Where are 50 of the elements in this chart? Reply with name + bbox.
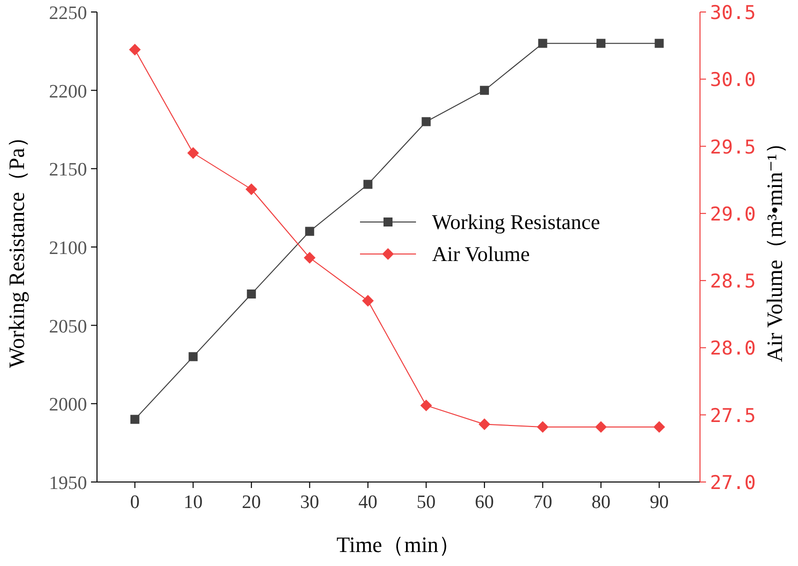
- x-tick-label: 60: [474, 492, 494, 513]
- y-tick-label: 1950: [49, 473, 87, 494]
- y-tick-label: 2250: [49, 3, 87, 24]
- point: [246, 290, 256, 298]
- point: [596, 38, 606, 48]
- y-axis-title: Working Resistance（Pa）: [4, 126, 29, 368]
- point: [246, 183, 258, 196]
- point: [362, 294, 374, 307]
- point: [305, 226, 314, 236]
- point: [538, 38, 548, 48]
- x-tick-label: 0: [130, 492, 140, 513]
- y-tick-label: 2200: [49, 81, 87, 102]
- x-tick-label: 90: [650, 492, 669, 513]
- x-tick-label: 50: [416, 492, 436, 513]
- x-tick-label: 20: [242, 492, 261, 513]
- point: [422, 117, 431, 126]
- point: [420, 400, 432, 412]
- y2-tick-label: 29.0: [710, 203, 756, 226]
- y2-tick-label: 29.5: [710, 136, 756, 158]
- point: [304, 252, 316, 264]
- y-tick-label: 2100: [49, 238, 87, 259]
- point: [187, 147, 199, 159]
- x-tick-label: 70: [533, 492, 552, 513]
- point: [129, 44, 141, 56]
- x-axis-title: Time（min）: [336, 532, 460, 557]
- legend-label: Working Resistance: [432, 210, 600, 234]
- y2-tick-label: 30.0: [710, 69, 756, 92]
- x-tick-label: 30: [300, 492, 320, 513]
- x-tick-label: 10: [184, 492, 203, 513]
- point: [363, 180, 372, 189]
- point: [480, 86, 489, 95]
- y-tick-label: 2000: [49, 394, 87, 416]
- point: [478, 418, 490, 430]
- point: [653, 421, 666, 433]
- x-tick-label: 80: [591, 492, 610, 513]
- y2-tick-label: 28.0: [710, 338, 756, 360]
- point: [595, 421, 607, 433]
- y2-tick-label: 28.5: [710, 270, 756, 293]
- legend-label: Air Volume: [432, 242, 530, 266]
- y2-axis-title: Air Volume（m³•min⁻¹）: [762, 132, 787, 362]
- y-tick-label: 2050: [49, 316, 87, 338]
- y-tick-label: 2150: [49, 160, 87, 181]
- point: [130, 414, 140, 424]
- y2-tick-label: 27.5: [710, 404, 756, 427]
- y2-tick-label: 27.0: [710, 472, 756, 494]
- x-tick-label: 40: [358, 492, 378, 513]
- point: [654, 38, 664, 48]
- point: [536, 421, 549, 433]
- point: [188, 352, 198, 362]
- y2-tick-label: 30.5: [710, 2, 756, 24]
